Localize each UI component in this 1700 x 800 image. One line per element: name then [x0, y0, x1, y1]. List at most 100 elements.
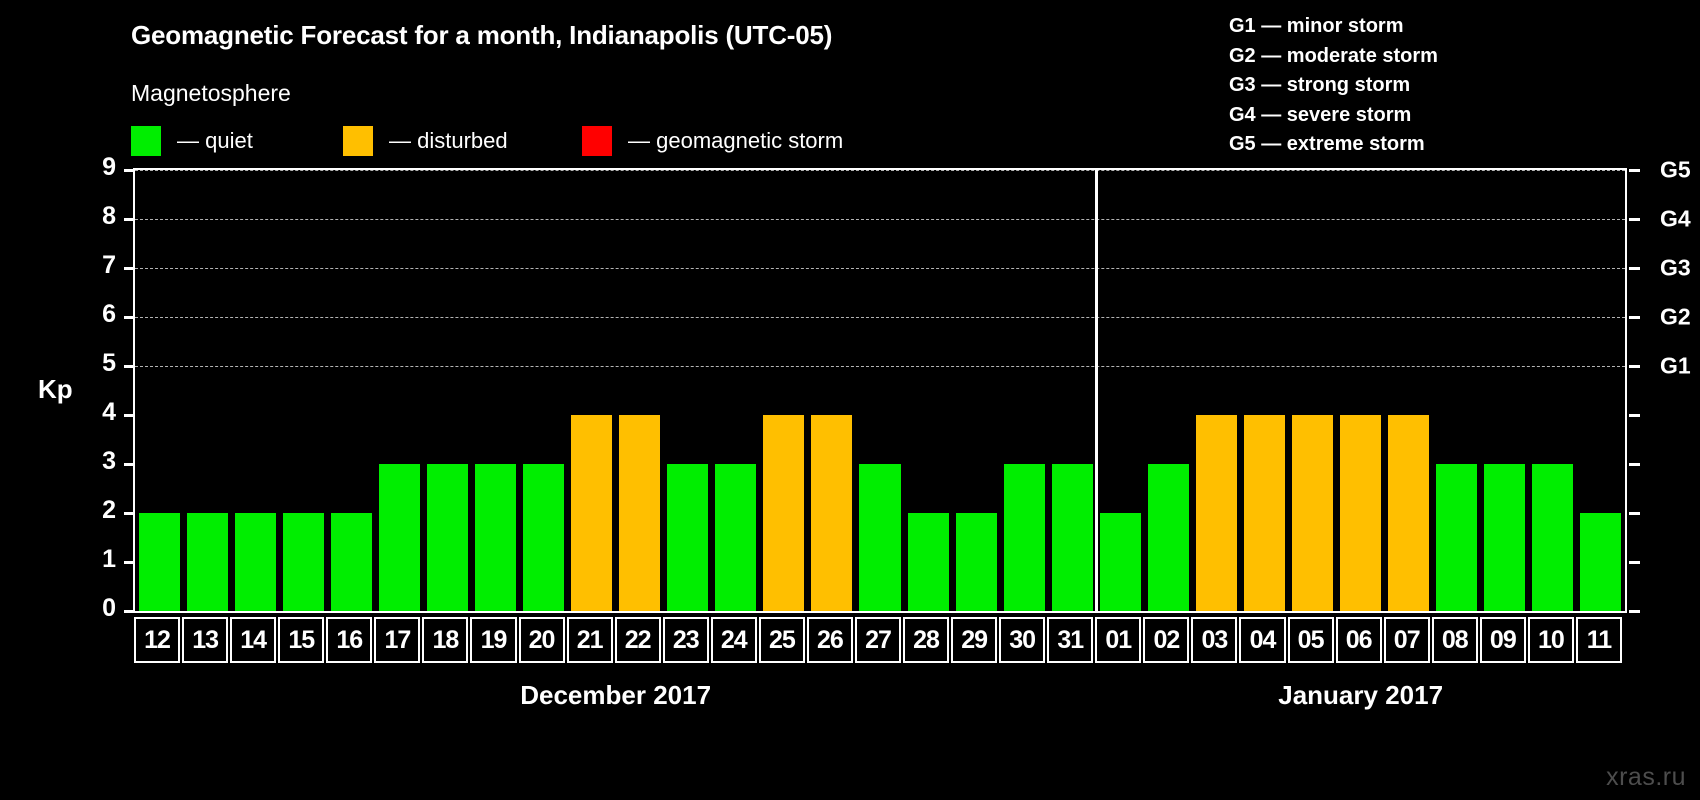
day-label-27: 27	[854, 617, 902, 663]
g-axis-label-G5: G5	[1660, 156, 1691, 183]
g-axis-tick-kp-8	[1629, 217, 1640, 221]
day-label-24: 24	[710, 617, 757, 663]
gridline-kp-8	[135, 219, 1625, 220]
kp-tick-2	[124, 511, 135, 515]
bar-21	[571, 415, 613, 611]
bar-06	[1340, 415, 1382, 611]
day-label-05: 05	[1287, 617, 1334, 663]
g-axis-tick-kp-1	[1629, 560, 1640, 564]
plot-area	[133, 168, 1627, 613]
day-label-26: 26	[806, 617, 853, 663]
gridline-kp-5	[135, 366, 1625, 367]
g-axis-tick-kp-9	[1629, 168, 1640, 172]
day-label-17: 17	[374, 617, 421, 663]
kp-tick-8	[124, 217, 135, 221]
day-label-15: 15	[278, 617, 325, 663]
gridline-kp-6	[135, 317, 1625, 318]
g-axis-tick-kp-5	[1629, 364, 1640, 368]
kp-tick-7	[124, 266, 135, 270]
bar-28	[907, 513, 949, 611]
kp-tick-label-7: 7	[102, 251, 116, 279]
g-axis-label-G1: G1	[1660, 352, 1691, 379]
legend-swatch-quiet	[131, 126, 161, 156]
day-label-14: 14	[230, 617, 277, 663]
day-label-19: 19	[470, 617, 517, 663]
kp-tick-label-4: 4	[102, 398, 116, 426]
legend-label-quiet: — quiet	[177, 128, 253, 153]
kp-tick-4	[124, 413, 135, 417]
kp-tick-0	[124, 609, 135, 613]
kp-tick-9	[124, 168, 135, 172]
day-label-23: 23	[662, 617, 709, 663]
bar-04	[1243, 415, 1286, 611]
bar-25	[763, 415, 805, 611]
page-title: Geomagnetic Forecast for a month, Indian…	[131, 20, 833, 50]
day-label-21: 21	[566, 617, 613, 663]
kp-axis-title: Kp	[38, 374, 73, 404]
bar-05	[1292, 415, 1334, 611]
bar-30	[1003, 464, 1045, 611]
bar-09	[1484, 464, 1526, 611]
day-label-16: 16	[326, 617, 373, 663]
day-label-04: 04	[1239, 617, 1286, 663]
bar-19	[474, 464, 516, 611]
g-scale-legend: G1 — minor storm G2 — moderate storm G3 — …	[1229, 12, 1438, 160]
bar-01	[1099, 513, 1141, 611]
bar-02	[1147, 464, 1189, 611]
g-axis-tick-kp-0	[1629, 609, 1640, 613]
day-label-07: 07	[1383, 617, 1430, 663]
day-label-02: 02	[1143, 617, 1190, 663]
bar-08	[1436, 464, 1478, 611]
kp-tick-label-6: 6	[102, 300, 116, 328]
month-caption-2: January 2017	[1278, 680, 1444, 710]
watermark: xras.ru	[1606, 763, 1686, 791]
kp-tick-label-3: 3	[102, 447, 116, 475]
magnetosphere-label: Magnetosphere	[131, 80, 291, 106]
day-label-28: 28	[903, 617, 950, 663]
day-label-03: 03	[1191, 617, 1238, 663]
legend-entry-quiet: — quiet	[131, 125, 253, 157]
day-label-09: 09	[1479, 617, 1526, 663]
kp-tick-label-1: 1	[102, 545, 116, 573]
bar-22	[619, 415, 661, 611]
day-label-22: 22	[614, 617, 661, 663]
bar-15	[282, 513, 324, 611]
day-label-11: 11	[1575, 617, 1622, 663]
legend-entry-geomagnetic-storm: — geomagnetic storm	[582, 125, 843, 157]
g-axis-tick-kp-3	[1629, 462, 1640, 466]
plot-inner	[135, 170, 1625, 611]
bar-29	[955, 513, 997, 611]
day-label-13: 13	[182, 617, 229, 663]
day-label-12: 12	[134, 617, 181, 663]
bar-11	[1580, 513, 1622, 611]
bar-03	[1195, 415, 1237, 611]
day-label-18: 18	[422, 617, 469, 663]
g-axis-tick-kp-4	[1629, 413, 1640, 417]
day-label-30: 30	[999, 617, 1046, 663]
g-legend-row-4: G4 — severe storm	[1229, 103, 1412, 126]
day-label-31: 31	[1047, 617, 1094, 663]
day-label-08: 08	[1431, 617, 1478, 663]
bar-14	[234, 513, 276, 611]
gridline-kp-9	[135, 170, 1625, 171]
kp-tick-label-2: 2	[102, 496, 116, 524]
bar-12	[138, 513, 180, 611]
kp-tick-1	[124, 560, 135, 564]
g-legend-row-1: G1 — minor storm	[1229, 15, 1404, 37]
bar-20	[523, 464, 565, 611]
bar-18	[426, 464, 468, 611]
bar-07	[1388, 415, 1430, 611]
g-axis-tick-kp-2	[1629, 511, 1640, 515]
bar-27	[859, 464, 901, 611]
kp-tick-label-5: 5	[102, 349, 116, 377]
month-caption-1: December 2017	[520, 680, 712, 710]
legend-label-geomagnetic-storm: — geomagnetic storm	[628, 128, 844, 153]
kp-tick-5	[124, 364, 135, 368]
day-label-20: 20	[518, 617, 565, 663]
day-label-01: 01	[1095, 617, 1142, 663]
g-axis-tick-kp-6	[1629, 315, 1640, 319]
bar-26	[811, 415, 853, 611]
bar-17	[378, 464, 420, 611]
kp-tick-label-8: 8	[102, 202, 116, 230]
